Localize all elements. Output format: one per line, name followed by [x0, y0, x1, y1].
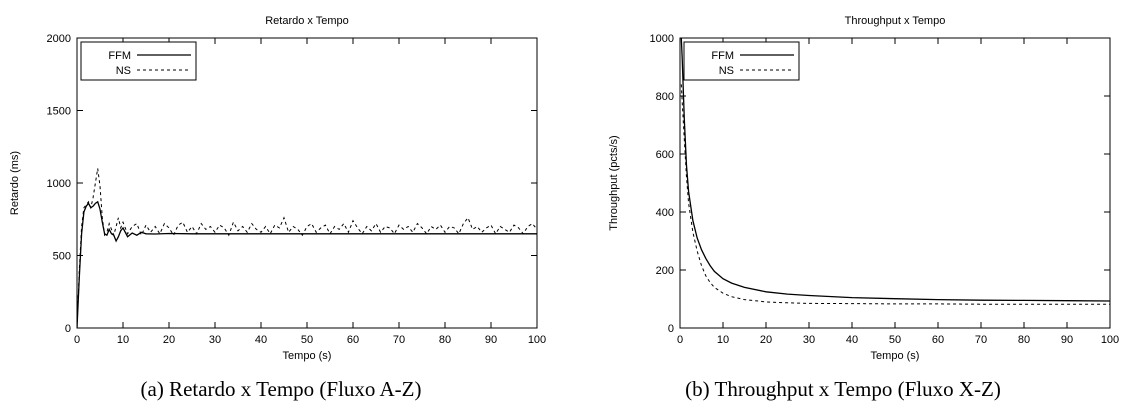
x-tick-label: 10	[117, 334, 129, 346]
x-tick-label: 40	[255, 334, 267, 346]
series-line-ns	[680, 84, 1110, 305]
x-tick-label: 40	[846, 334, 858, 346]
chart-title: Throughput x Tempo	[845, 15, 946, 27]
y-tick-label: 200	[656, 265, 674, 277]
series-line-ffm	[77, 200, 537, 328]
y-tick-label: 0	[65, 323, 71, 335]
series-line-ffm	[680, 38, 1110, 302]
x-tick-label: 50	[301, 334, 313, 346]
y-tick-label: 2000	[47, 33, 71, 45]
x-tick-label: 10	[717, 334, 729, 346]
chart-panel-b: Throughput x Tempo 0 10 20 30 40 50 60 70 80 90 100…	[562, 0, 1124, 410]
x-tick-label: 70	[975, 334, 987, 346]
x-tick-label: 50	[889, 334, 901, 346]
x-axis-label: Tempo (s)	[283, 350, 332, 362]
y-tick-label: 1000	[650, 33, 674, 45]
y-axis-label: Retardo (ms)	[9, 151, 21, 215]
x-tick-label: 100	[1101, 334, 1119, 346]
throughput-chart: Throughput x Tempo 0 10 20 30 40 50 60 70 80 90 100…	[608, 15, 1119, 362]
y-tick-label: 800	[656, 91, 674, 103]
legend-label: FFM	[711, 50, 734, 62]
chart-title: Retardo x Tempo	[265, 15, 349, 27]
x-tick-label: 90	[1061, 334, 1073, 346]
legend-box	[683, 41, 800, 81]
y-tick-label: 1500	[47, 106, 71, 118]
x-tick-label: 20	[760, 334, 772, 346]
x-tick-label: 0	[74, 334, 80, 346]
caption-a: (a) Retardo x Tempo (Fluxo A-Z)	[140, 377, 422, 401]
legend-label: FFM	[108, 50, 131, 62]
x-tick-label: 90	[485, 334, 497, 346]
x-axis-label: Tempo (s)	[871, 350, 920, 362]
x-tick-label: 60	[347, 334, 359, 346]
x-tick-label: 100	[528, 334, 546, 346]
series-line-ns	[77, 168, 537, 328]
x-tick-label: 80	[1018, 334, 1030, 346]
y-tick-label: 0	[668, 323, 674, 335]
plot-frame	[679, 37, 1111, 329]
legend-label: NS	[719, 65, 734, 77]
x-tick-label: 60	[932, 334, 944, 346]
x-tick-label: 80	[439, 334, 451, 346]
y-tick-label: 600	[656, 149, 674, 161]
y-axis-label: Throughput (pcts/s)	[608, 135, 620, 230]
x-tick-label: 0	[677, 334, 683, 346]
plot-frame	[76, 37, 538, 329]
x-tick-label: 20	[163, 334, 175, 346]
x-tick-label: 70	[393, 334, 405, 346]
y-tick-label: 500	[53, 251, 71, 263]
chart-panel-a: Retardo x Tempo 0 10 20 30 40 50 60 70 80 90 100 0 50…	[9, 15, 546, 401]
x-tick-label: 30	[209, 334, 221, 346]
y-tick-label: 1000	[47, 178, 71, 190]
y-tick-label: 400	[656, 207, 674, 219]
legend-box	[80, 41, 197, 81]
legend-label: NS	[116, 65, 131, 77]
x-tick-label: 30	[803, 334, 815, 346]
caption-b: (b) Throughput x Tempo (Fluxo X-Z)	[685, 377, 1001, 401]
